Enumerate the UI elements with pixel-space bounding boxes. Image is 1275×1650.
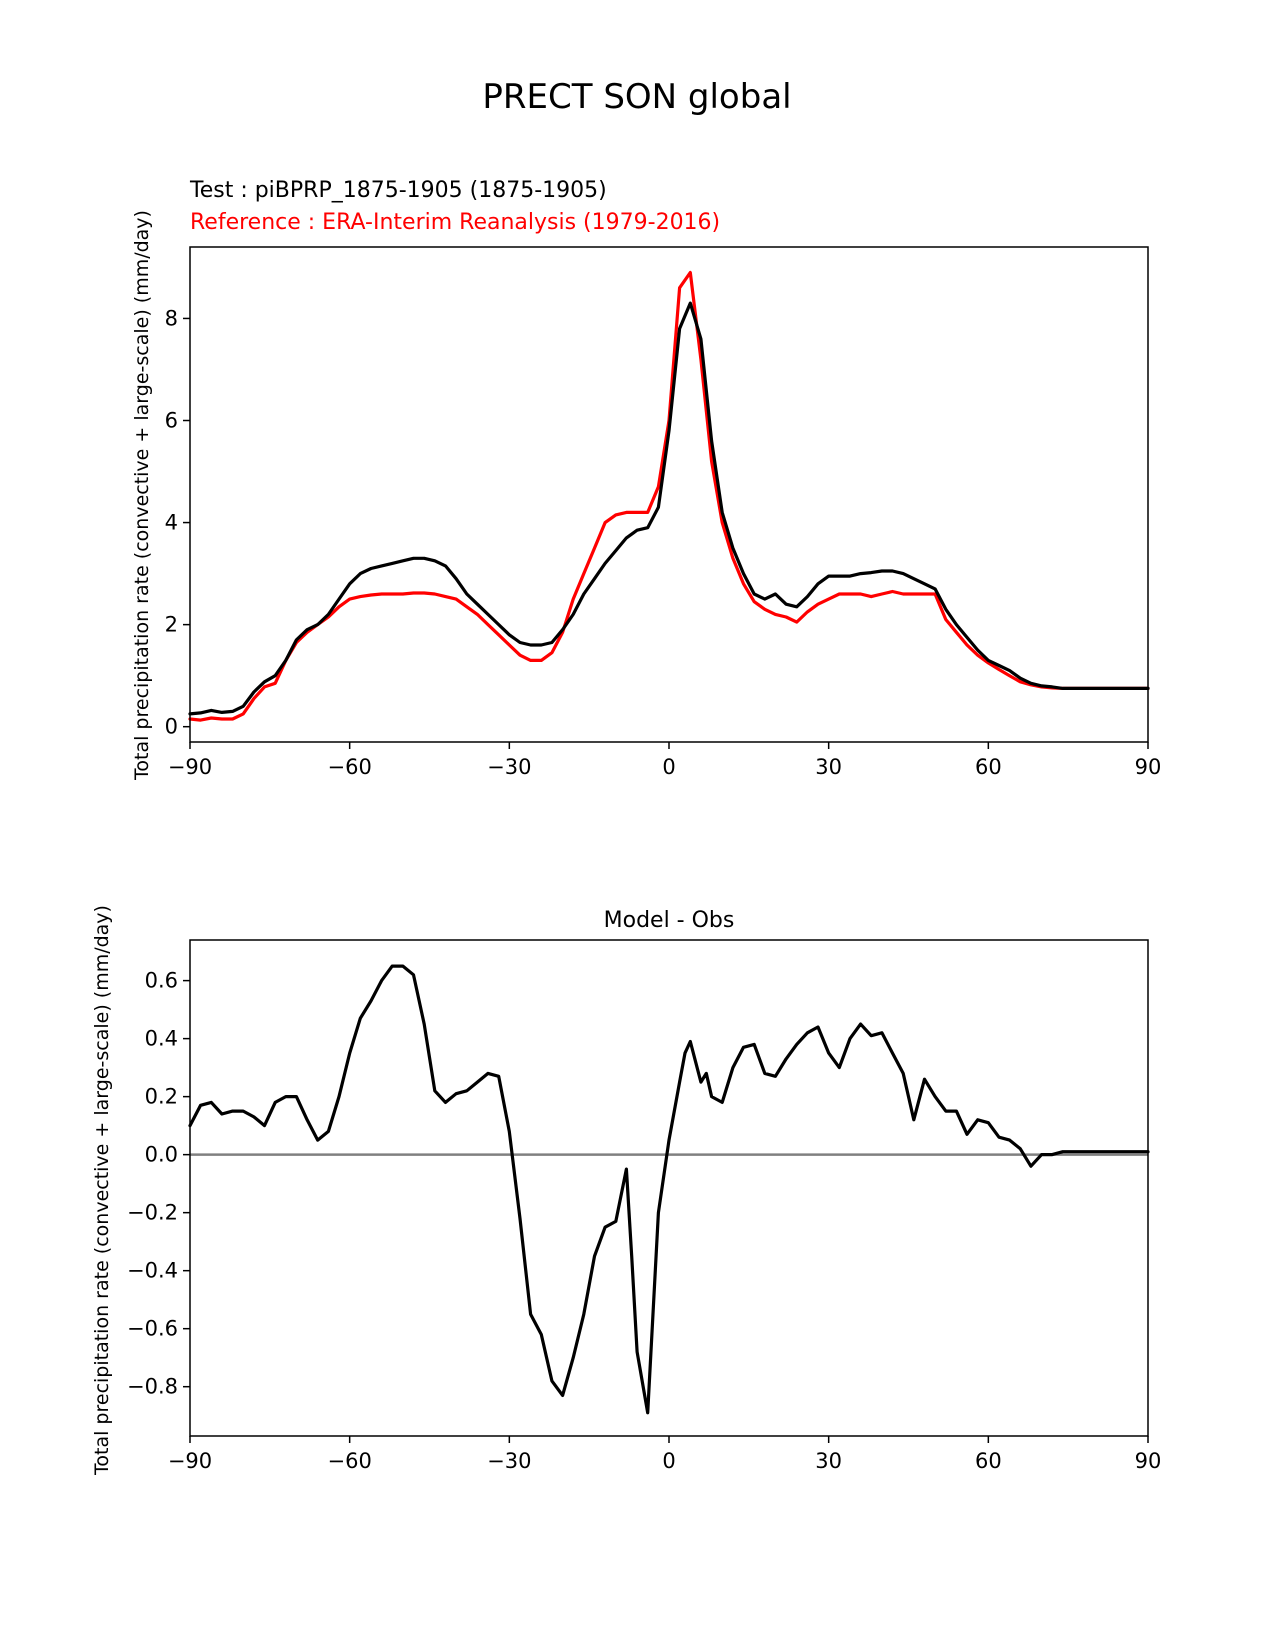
y-tick-label: 2	[165, 613, 178, 637]
top-ylabel: Total precipitation rate (convective + l…	[131, 210, 153, 781]
x-tick-label: −30	[487, 755, 531, 779]
x-tick-label: 30	[815, 1449, 842, 1473]
series-line-reference	[188, 270, 1150, 722]
y-tick-label: −0.2	[127, 1201, 178, 1225]
top-y-ticks: 0 2 4 6 8	[165, 306, 190, 739]
bottom-panel-title: Model - Obs	[604, 908, 735, 933]
y-tick-label: 0.0	[145, 1143, 178, 1167]
bottom-x-ticks: −90 −60 −30 0 30 60 90	[168, 1436, 1162, 1473]
reference-label: Reference : ERA-Interim Reanalysis (1979…	[190, 210, 720, 235]
y-tick-label: −0.6	[127, 1317, 178, 1341]
test-label: Test : piBPRP_1875-1905 (1875-1905)	[189, 178, 607, 203]
series-line-model-obs	[188, 964, 1150, 1415]
figure-title: PRECT SON global	[482, 77, 791, 117]
x-tick-label: −60	[328, 1449, 372, 1473]
bottom-panel: Model - Obs Total precipitation rate (co…	[91, 905, 1161, 1476]
y-tick-label: −0.4	[127, 1259, 178, 1283]
y-tick-label: 0	[165, 715, 178, 739]
y-tick-label: 6	[165, 409, 178, 433]
x-tick-label: 90	[1135, 755, 1162, 779]
top-x-ticks: −90 −60 −30 0 30 60 90	[168, 742, 1162, 779]
bottom-y-ticks: 0.6 0.4 0.2 0.0 −0.2 −0.4 −0.6 −0.8	[127, 969, 190, 1399]
y-tick-label: 0.4	[145, 1027, 178, 1051]
x-tick-label: 60	[975, 1449, 1002, 1473]
y-tick-label: 8	[165, 306, 178, 330]
x-tick-label: 0	[662, 1449, 675, 1473]
x-tick-label: 30	[815, 755, 842, 779]
series-line-test	[188, 301, 1150, 716]
x-tick-label: −90	[168, 1449, 212, 1473]
bottom-series-lines	[188, 964, 1150, 1415]
y-tick-label: −0.8	[127, 1375, 178, 1399]
top-plot-frame	[189, 246, 1149, 743]
x-tick-label: −60	[328, 755, 372, 779]
x-tick-label: −30	[487, 1449, 531, 1473]
bottom-plot-frame	[189, 939, 1149, 1437]
x-tick-label: 60	[975, 755, 1002, 779]
y-tick-label: 0.2	[145, 1085, 178, 1109]
top-panel: Test : piBPRP_1875-1905 (1875-1905) Refe…	[131, 178, 1161, 781]
y-tick-label: 0.6	[145, 969, 178, 993]
x-tick-label: −90	[168, 755, 212, 779]
x-tick-label: 0	[662, 755, 675, 779]
x-tick-label: 90	[1135, 1449, 1162, 1473]
y-tick-label: 4	[165, 511, 178, 535]
top-series-lines	[188, 270, 1150, 722]
bottom-ylabel: Total precipitation rate (convective + l…	[91, 905, 113, 1476]
